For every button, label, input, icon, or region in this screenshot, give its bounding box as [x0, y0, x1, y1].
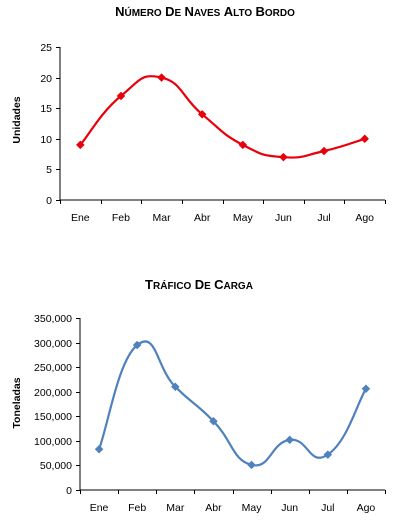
carga-x-tick-label: Ago — [357, 502, 376, 514]
naves-y-tick-label: 15 — [40, 103, 52, 115]
naves-data-point — [197, 109, 207, 119]
carga-data-point — [361, 384, 371, 394]
naves-y-tick-label: 0 — [46, 195, 52, 207]
carga-x-tick-label: Mar — [166, 502, 185, 514]
carga-data-point — [94, 444, 104, 454]
naves-data-point — [360, 134, 370, 144]
carga-series-line — [98, 340, 367, 467]
chart-naves-plot: 0 5 10 15 20 25 Ene Feb Mar Abr May Jun Jul Ago — [40, 42, 386, 224]
naves-x-tick-label: Feb — [112, 212, 130, 224]
carga-y-tick-label: 150,000 — [34, 411, 72, 423]
chart-carga-title: TRÁFICO DE CARGA — [145, 277, 253, 292]
carga-x-tick-label: Ene — [90, 502, 109, 514]
naves-y-tick-label: 10 — [40, 134, 52, 146]
carga-x-tick-label: Jun — [281, 502, 298, 514]
carga-data-point — [285, 435, 295, 445]
naves-x-tick-label: Mar — [153, 212, 172, 224]
carga-data-point — [170, 382, 180, 392]
naves-x-tick-label: Jul — [317, 212, 330, 224]
chart-naves: NÚMERO DE NAVES ALTO BORDO Unidades 0 5 10… — [11, 4, 386, 224]
carga-x-tick-label: Abr — [205, 502, 222, 514]
carga-data-point — [247, 460, 256, 470]
carga-data-point — [323, 450, 333, 459]
chart-carga: TRÁFICO DE CARGA Toneladas 0 50,000 100,00… — [11, 277, 386, 514]
chart-carga-ylabel: Toneladas — [11, 377, 23, 428]
carga-y-tick-label: 50,000 — [40, 460, 72, 472]
carga-x-tick-label: Feb — [128, 502, 146, 514]
carga-x-tick-label: May — [242, 502, 263, 514]
naves-data-point — [75, 140, 85, 150]
carga-y-tick-label: 250,000 — [34, 362, 72, 374]
naves-x-tick-label: Ene — [71, 212, 90, 224]
carga-y-tick-label: 300,000 — [34, 338, 72, 350]
chart-naves-title: NÚMERO DE NAVES ALTO BORDO — [115, 4, 295, 19]
naves-data-point — [157, 73, 166, 82]
naves-data-point — [319, 146, 329, 156]
carga-y-tick-label: 0 — [66, 485, 72, 497]
naves-x-tick-label: May — [233, 212, 254, 224]
carga-y-tick-label: 350,000 — [34, 313, 72, 325]
chart-naves-ylabel: Unidades — [11, 96, 23, 143]
naves-x-tick-label: Jun — [275, 212, 292, 224]
chart-carga-plot: 0 50,000 100,000 150,000 200,000 250,000 300,0… — [34, 313, 386, 514]
naves-data-point — [238, 140, 248, 150]
naves-series-line — [79, 75, 366, 159]
carga-y-tick-label: 200,000 — [34, 387, 72, 399]
carga-y-tick-label: 100,000 — [34, 436, 72, 448]
naves-x-tick-label: Ago — [355, 212, 374, 224]
naves-x-tick-label: Abr — [194, 212, 211, 224]
naves-y-tick-label: 25 — [40, 42, 52, 54]
carga-data-point — [132, 340, 142, 350]
naves-y-tick-label: 5 — [46, 164, 52, 176]
naves-y-tick-label: 20 — [40, 73, 52, 85]
naves-data-point — [116, 91, 126, 101]
carga-data-point — [209, 416, 218, 426]
naves-data-point — [279, 152, 288, 162]
carga-x-tick-label: Jul — [321, 502, 334, 514]
